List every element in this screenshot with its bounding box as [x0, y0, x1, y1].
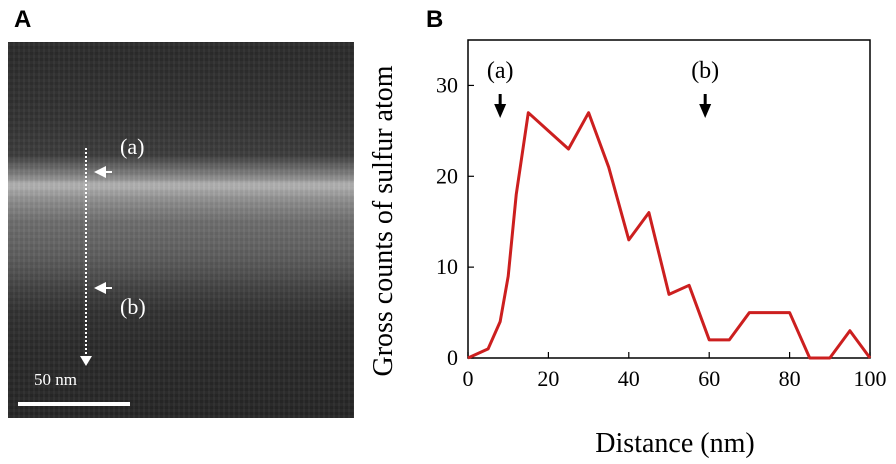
marker-a-stem — [104, 171, 112, 173]
x-tick-label: 80 — [779, 366, 801, 391]
micrograph-texture — [8, 42, 354, 418]
annotation-arrow-icon — [494, 104, 507, 118]
micrograph-label-b: (b) — [120, 294, 146, 319]
x-tick-label: 0 — [463, 366, 474, 391]
y-tick-label: 10 — [436, 254, 458, 279]
x-axis-label: Distance (nm) — [595, 428, 754, 459]
y-tick-label: 30 — [436, 72, 458, 97]
annotation-arrow-icon — [699, 104, 712, 118]
micrograph-label-a: (a) — [120, 134, 145, 159]
y-tick-label: 0 — [447, 345, 458, 370]
marker-a-arrow-icon — [94, 166, 106, 178]
line-scan-arrowhead — [80, 356, 92, 366]
plot-frame — [467, 39, 871, 359]
series-line-0 — [467, 111, 872, 360]
y-tick-label: 20 — [436, 163, 458, 188]
x-tick-label: 100 — [854, 366, 887, 391]
y-axis-label: Gross counts of sulfur atom — [368, 65, 399, 376]
annotation-label-b: (b) — [691, 58, 719, 84]
tem-micrograph: (a) (b) 50 nm — [8, 42, 354, 418]
marker-b-stem — [104, 287, 112, 289]
scale-bar-label: 50 nm — [34, 370, 77, 389]
x-tick-label: 60 — [698, 366, 720, 391]
scale-bar — [18, 402, 130, 406]
panel-label-a: A — [14, 6, 32, 33]
line-scan-path — [85, 148, 87, 358]
marker-b-arrow-icon — [94, 282, 106, 294]
x-tick-label: 20 — [537, 366, 559, 391]
panel-label-b: B — [426, 6, 444, 33]
annotation-label-a: (a) — [487, 58, 514, 84]
x-tick-label: 40 — [618, 366, 640, 391]
